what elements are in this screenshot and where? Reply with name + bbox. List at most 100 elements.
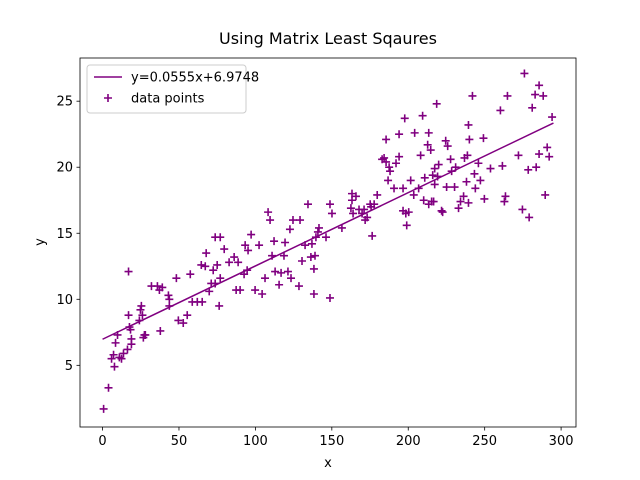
data-point: [524, 165, 533, 174]
data-point: [382, 135, 391, 144]
data-point: [432, 99, 441, 108]
data-point: [462, 177, 471, 186]
data-point: [528, 103, 537, 112]
data-point: [447, 167, 456, 176]
data-point: [213, 260, 222, 269]
data-point: [327, 209, 336, 218]
data-point: [104, 383, 113, 392]
data-point: [465, 135, 474, 144]
legend-label: y=0.0555x+6.9748: [131, 71, 259, 86]
data-point: [244, 246, 253, 255]
data-point: [347, 196, 356, 205]
data-point: [309, 264, 318, 273]
data-point: [404, 208, 413, 217]
data-point: [311, 233, 320, 242]
data-point: [183, 311, 192, 320]
data-point: [409, 190, 418, 199]
data-point: [164, 291, 173, 300]
data-point: [325, 293, 334, 302]
data-point: [500, 197, 509, 206]
data-point: [220, 245, 229, 254]
chart-title: Using Matrix Least Sqaures: [219, 29, 437, 48]
legend-label: data points: [131, 92, 205, 107]
data-point: [429, 197, 438, 206]
plot-frame: [79, 57, 577, 428]
data-point: [110, 362, 119, 371]
y-tick-label: 5: [65, 359, 73, 374]
data-point: [296, 216, 305, 225]
data-point: [399, 184, 408, 193]
data-point: [541, 190, 550, 199]
data-point: [406, 176, 415, 185]
data-point: [288, 216, 297, 225]
data-point: [514, 151, 523, 160]
data-point: [325, 200, 334, 209]
data-point: [454, 204, 463, 213]
data-point: [135, 316, 144, 325]
data-point: [109, 350, 118, 359]
legend-box: [86, 64, 247, 114]
data-point: [428, 171, 437, 180]
data-point: [137, 301, 146, 310]
data-point: [496, 106, 505, 115]
data-point: [416, 151, 425, 160]
data-point: [468, 91, 477, 100]
data-point: [464, 198, 473, 207]
data-point: [174, 316, 183, 325]
data-point: [535, 81, 544, 90]
legend-swatch: [104, 94, 112, 102]
data-point: [423, 140, 432, 149]
data-point: [474, 159, 483, 168]
data-point: [437, 206, 446, 215]
data-point: [211, 279, 220, 288]
data-point: [535, 150, 544, 159]
data-point: [532, 163, 541, 172]
data-point: [548, 113, 557, 122]
data-point: [419, 196, 428, 205]
data-point: [442, 183, 451, 192]
data-point: [268, 251, 277, 260]
data-point: [202, 249, 211, 258]
y-axis-label: y: [33, 238, 48, 246]
data-point: [418, 111, 427, 120]
data-point: [402, 221, 411, 230]
data-point: [400, 114, 409, 123]
y-tick-label: 20: [56, 161, 73, 176]
data-point: [277, 268, 286, 277]
data-point: [156, 326, 165, 335]
data-point: [127, 340, 136, 349]
data-point: [243, 266, 252, 275]
data-point: [525, 213, 534, 222]
data-point: [264, 208, 273, 217]
x-tick-label: 150: [319, 434, 344, 449]
data-point: [247, 230, 256, 239]
x-tick-label: 300: [549, 434, 574, 449]
data-point: [201, 262, 210, 271]
data-point: [346, 204, 355, 213]
data-point: [395, 152, 404, 161]
data-point: [124, 267, 133, 276]
data-point: [451, 163, 460, 172]
data-point: [351, 192, 360, 201]
data-point: [205, 287, 214, 296]
data-point: [314, 223, 323, 232]
data-point: [498, 161, 507, 170]
data-point: [141, 330, 150, 339]
data-point: [424, 128, 433, 137]
data-point: [197, 260, 206, 269]
data-point: [225, 258, 234, 267]
data-point: [470, 169, 479, 178]
data-point: [503, 91, 512, 100]
data-point: [158, 283, 167, 292]
data-point: [111, 338, 120, 347]
x-tick-label: 0: [98, 434, 106, 449]
data-point: [390, 184, 399, 193]
data-point: [99, 404, 108, 413]
data-point: [255, 241, 264, 250]
x-axis-label: x: [324, 456, 332, 471]
y-tick-label: 25: [56, 95, 73, 110]
data-point: [543, 143, 552, 152]
x-tick-label: 50: [171, 434, 188, 449]
data-point: [279, 251, 288, 260]
